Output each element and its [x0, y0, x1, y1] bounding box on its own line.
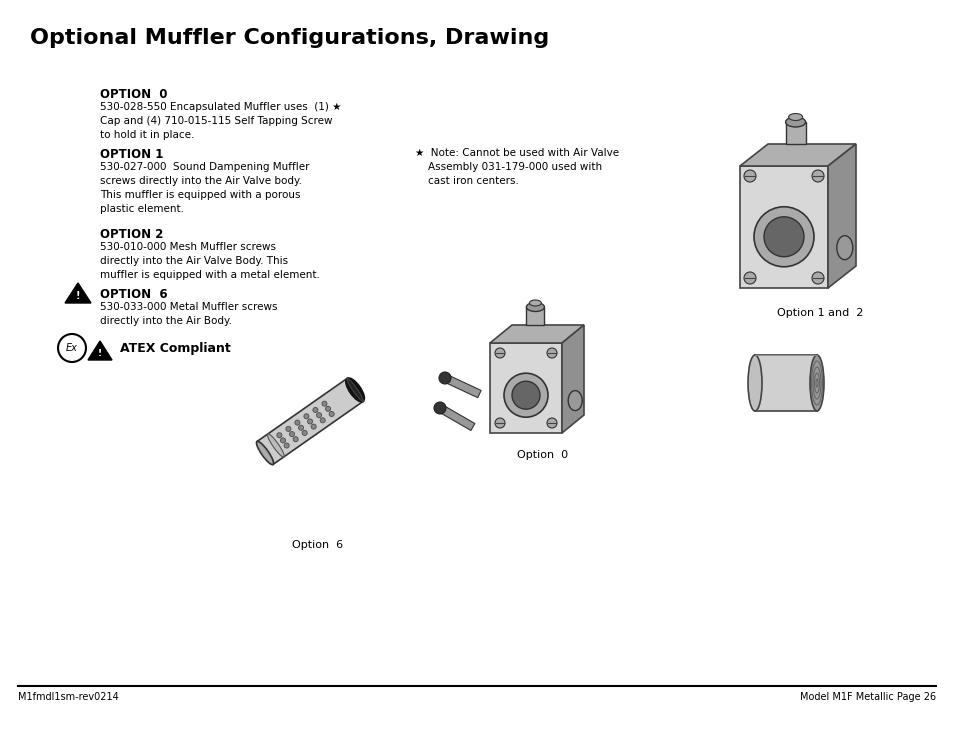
Circle shape — [495, 348, 504, 358]
Polygon shape — [88, 341, 112, 360]
Text: !: ! — [75, 291, 80, 301]
Circle shape — [546, 418, 557, 428]
Text: Option 1 and  2: Option 1 and 2 — [776, 308, 862, 318]
Ellipse shape — [529, 300, 541, 306]
Bar — [526, 307, 544, 325]
Circle shape — [320, 418, 325, 423]
Text: OPTION  0: OPTION 0 — [100, 88, 168, 101]
Text: ★  Note: Cannot be used with Air Valve
    Assembly 031-179-000 used with
    ca: ★ Note: Cannot be used with Air Valve As… — [415, 148, 618, 186]
Text: OPTION 2: OPTION 2 — [100, 228, 163, 241]
Text: 530-010-000 Mesh Muffler screws
directly into the Air Valve Body. This
muffler i: 530-010-000 Mesh Muffler screws directly… — [100, 242, 319, 280]
Circle shape — [307, 419, 313, 424]
Text: Optional Muffler Configurations, Drawing: Optional Muffler Configurations, Drawing — [30, 28, 549, 48]
Circle shape — [304, 414, 309, 418]
Circle shape — [811, 272, 823, 284]
Text: Option  6: Option 6 — [293, 540, 343, 550]
Circle shape — [495, 418, 504, 428]
Circle shape — [293, 437, 298, 442]
Polygon shape — [740, 166, 827, 288]
Circle shape — [311, 424, 315, 429]
Ellipse shape — [256, 441, 274, 465]
Polygon shape — [490, 325, 583, 343]
Circle shape — [321, 401, 327, 406]
Circle shape — [503, 373, 547, 417]
Text: Model M1F Metallic Page 26: Model M1F Metallic Page 26 — [799, 692, 935, 702]
Bar — [784, 122, 804, 144]
Circle shape — [286, 427, 291, 432]
Ellipse shape — [788, 114, 801, 120]
Circle shape — [753, 207, 813, 266]
Ellipse shape — [784, 117, 804, 127]
Text: OPTION  6: OPTION 6 — [100, 288, 168, 301]
Text: 530-033-000 Metal Muffler screws
directly into the Air Body.: 530-033-000 Metal Muffler screws directl… — [100, 302, 277, 326]
Circle shape — [434, 402, 446, 414]
Circle shape — [289, 432, 294, 437]
Circle shape — [316, 413, 321, 418]
Text: Ex: Ex — [66, 343, 78, 353]
Circle shape — [302, 430, 307, 435]
Polygon shape — [437, 404, 475, 430]
Circle shape — [546, 348, 557, 358]
Ellipse shape — [526, 303, 544, 311]
Ellipse shape — [568, 390, 581, 410]
Circle shape — [325, 407, 331, 411]
Polygon shape — [740, 144, 855, 166]
Text: !: ! — [98, 349, 102, 358]
Polygon shape — [561, 325, 583, 433]
Circle shape — [329, 412, 334, 416]
Circle shape — [284, 443, 289, 448]
Circle shape — [512, 382, 539, 409]
Text: 530-027-000  Sound Dampening Muffler
screws directly into the Air Valve body.
Th: 530-027-000 Sound Dampening Muffler scre… — [100, 162, 309, 214]
Circle shape — [280, 438, 285, 443]
Ellipse shape — [809, 355, 823, 411]
Polygon shape — [256, 379, 363, 464]
Text: ATEX Compliant: ATEX Compliant — [120, 342, 231, 354]
Ellipse shape — [267, 434, 284, 457]
Polygon shape — [490, 343, 561, 433]
Text: Option  0: Option 0 — [517, 450, 568, 460]
Bar — [754, 355, 816, 411]
Circle shape — [438, 372, 451, 384]
Ellipse shape — [836, 235, 852, 260]
Ellipse shape — [747, 355, 761, 411]
Text: 530-028-550 Encapsulated Muffler uses  (1) ★
Cap and (4) 710-015-115 Self Tappin: 530-028-550 Encapsulated Muffler uses (1… — [100, 102, 341, 140]
Circle shape — [276, 432, 282, 438]
Ellipse shape — [347, 379, 363, 401]
Text: OPTION 1: OPTION 1 — [100, 148, 163, 161]
Circle shape — [743, 170, 755, 182]
Circle shape — [743, 272, 755, 284]
Circle shape — [811, 170, 823, 182]
Circle shape — [298, 425, 303, 430]
Polygon shape — [443, 374, 480, 398]
Text: M1fmdl1sm-rev0214: M1fmdl1sm-rev0214 — [18, 692, 118, 702]
Polygon shape — [65, 283, 91, 303]
Ellipse shape — [346, 378, 364, 401]
Circle shape — [313, 407, 317, 413]
Circle shape — [763, 217, 803, 257]
Polygon shape — [827, 144, 855, 288]
Circle shape — [294, 420, 299, 425]
